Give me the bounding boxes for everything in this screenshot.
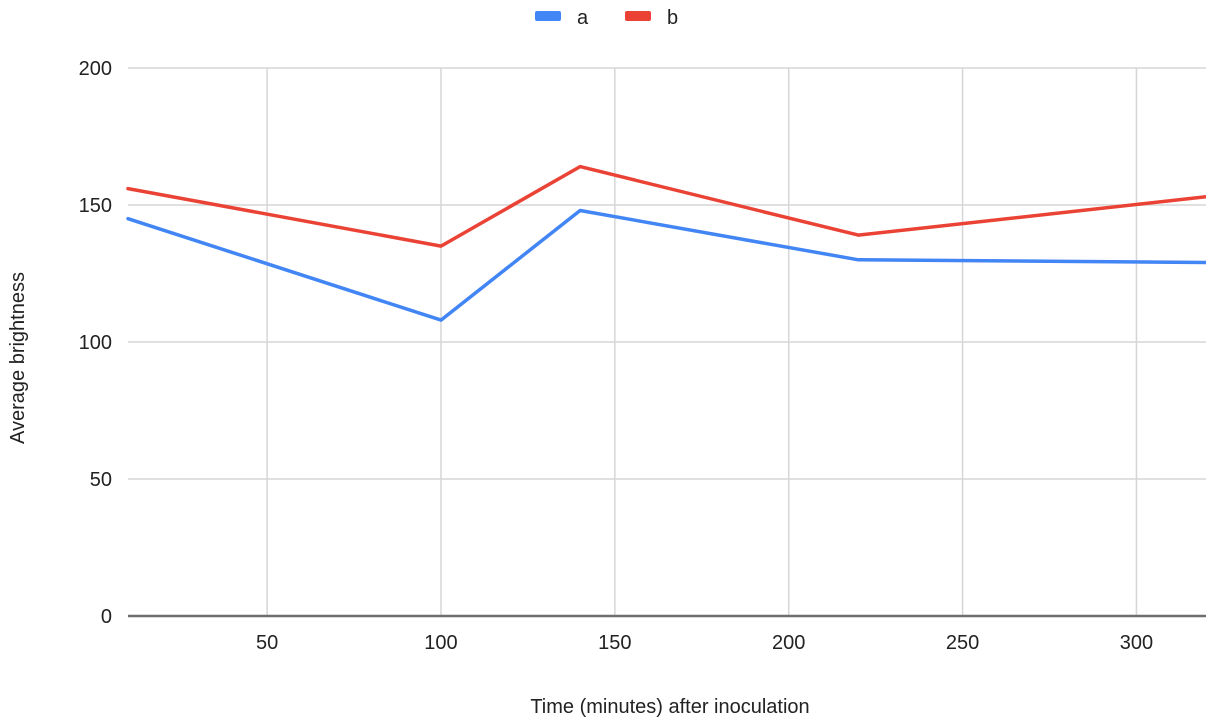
legend-swatch-a xyxy=(535,11,561,21)
x-tick-label: 300 xyxy=(1120,632,1153,654)
y-axis-title: Average brightness xyxy=(7,272,29,444)
x-axis-title: Time (minutes) after inoculation xyxy=(530,696,809,718)
x-tick-label: 100 xyxy=(424,632,457,654)
x-tick-label: 50 xyxy=(256,632,278,654)
y-tick-label: 0 xyxy=(101,606,112,628)
legend-swatch-b xyxy=(625,11,651,21)
y-tick-label: 100 xyxy=(79,332,112,354)
series-line-b xyxy=(126,164,1206,248)
x-axis-ticks: 50 100 150 200 250 300 xyxy=(256,632,1153,654)
series-line-a xyxy=(126,208,1206,322)
x-tick-label: 150 xyxy=(598,632,631,654)
grid xyxy=(128,67,1206,618)
x-tick-label: 250 xyxy=(946,632,979,654)
y-tick-label: 50 xyxy=(90,469,112,491)
y-tick-label: 150 xyxy=(79,195,112,217)
y-axis-ticks: 0 50 100 150 200 xyxy=(79,58,112,628)
legend-label-b: b xyxy=(667,7,678,29)
series-lines xyxy=(126,164,1206,322)
x-tick-label: 200 xyxy=(772,632,805,654)
y-tick-label: 200 xyxy=(79,58,112,80)
legend-label-a: a xyxy=(577,7,589,29)
